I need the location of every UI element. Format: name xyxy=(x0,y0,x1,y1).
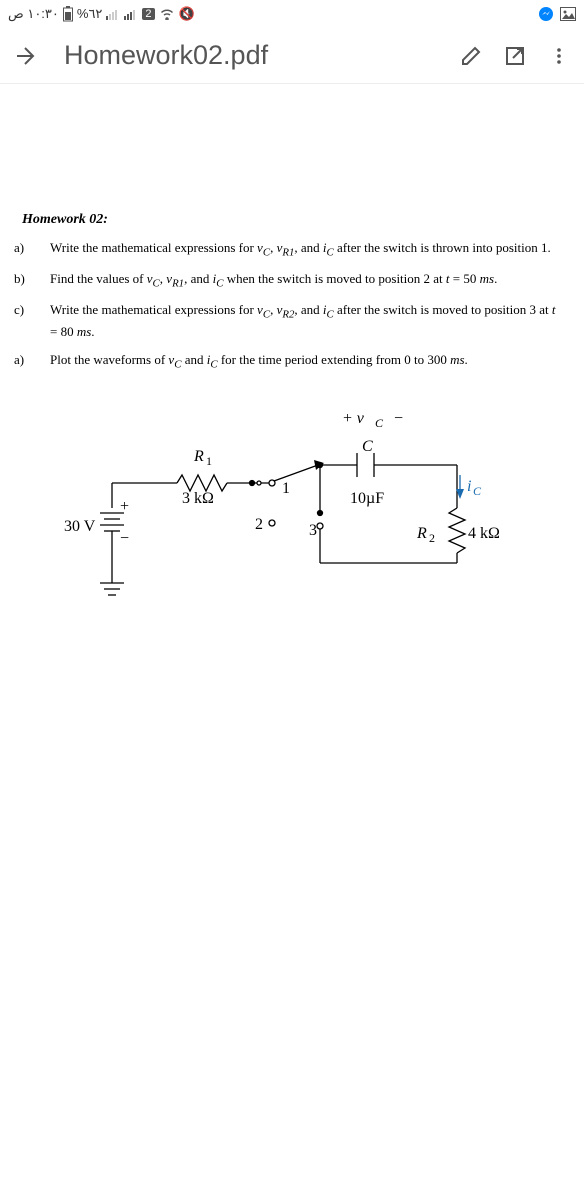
question-label: a) xyxy=(32,350,50,370)
question-label: b) xyxy=(32,269,50,289)
homework-title: Homework 02: xyxy=(22,102,562,228)
r1-label: R xyxy=(193,448,204,465)
switch-pos-1: 1 xyxy=(282,480,290,497)
switch-pos-2: 2 xyxy=(255,516,263,533)
document-content: Homework 02: a)Write the mathematical ex… xyxy=(0,84,584,1200)
signal-icon xyxy=(124,8,138,20)
source-voltage: 30 V xyxy=(64,518,96,535)
svg-text:−: − xyxy=(120,530,129,547)
svg-text:2: 2 xyxy=(429,531,435,545)
r2-value: 4 kΩ xyxy=(468,525,500,542)
messenger-icon xyxy=(538,6,554,22)
mute-icon: 🔇 xyxy=(179,6,195,22)
status-left: 🔇 2 ٦٢% ١٠:٣٠ ص xyxy=(8,6,195,22)
svg-text:1: 1 xyxy=(206,454,212,468)
signal2-icon xyxy=(106,8,120,20)
notif-badge: 2 xyxy=(142,8,154,20)
circuit-diagram: + v C − C xyxy=(22,403,562,663)
battery-icon xyxy=(63,6,73,22)
capacitor-value: 10µF xyxy=(350,490,384,507)
question-b: b)Find the values of vC, vR1, and iC whe… xyxy=(22,269,562,292)
question-c: c)Write the mathematical expressions for… xyxy=(22,300,562,342)
gallery-icon xyxy=(560,7,576,21)
back-arrow-icon[interactable] xyxy=(12,43,38,69)
more-menu-icon[interactable] xyxy=(546,43,572,69)
svg-text:C: C xyxy=(375,416,384,430)
ic-label: i xyxy=(467,478,471,495)
svg-text:−: − xyxy=(394,410,403,427)
edit-pencil-icon[interactable] xyxy=(458,43,484,69)
question-label: a) xyxy=(32,238,50,258)
status-bar: 🔇 2 ٦٢% ١٠:٣٠ ص xyxy=(0,0,584,28)
r2-label: R xyxy=(416,525,427,542)
svg-text:+ v: + v xyxy=(342,410,365,427)
document-title: Homework02.pdf xyxy=(56,40,440,71)
open-external-icon[interactable] xyxy=(502,43,528,69)
question-label: c) xyxy=(32,300,50,320)
question-a: a)Write the mathematical expressions for… xyxy=(22,238,562,261)
capacitor-label: C xyxy=(362,438,373,455)
r1-value: 3 kΩ xyxy=(182,490,214,507)
status-right xyxy=(538,6,576,22)
app-header: Homework02.pdf xyxy=(0,28,584,84)
wifi-icon xyxy=(159,8,175,20)
time-text: ١٠:٣٠ ص xyxy=(8,6,59,22)
question-d: a)Plot the waveforms of vC and iC for th… xyxy=(22,350,562,373)
svg-text:C: C xyxy=(473,484,482,498)
switch-pos-3: 3 xyxy=(309,522,317,539)
battery-text: ٦٢% xyxy=(77,6,103,22)
